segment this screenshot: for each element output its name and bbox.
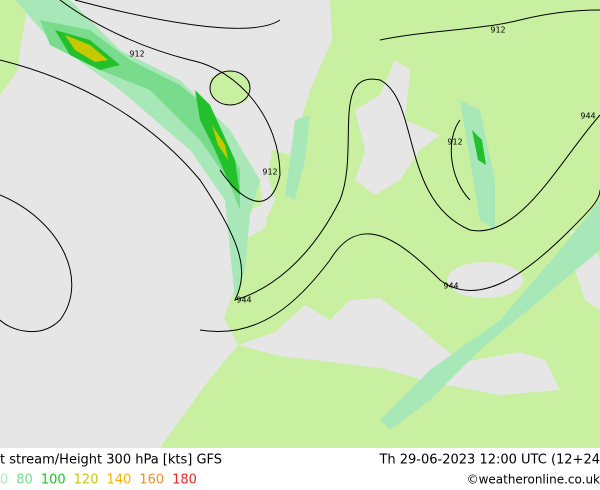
height-contours: [0, 0, 600, 333]
legend-item: 0: [0, 473, 8, 488]
contour-label: 944: [443, 282, 458, 291]
black-sea: [447, 262, 523, 298]
legend-item: 180: [172, 473, 197, 488]
baltic: [355, 60, 440, 195]
legend-item: 100: [41, 473, 66, 488]
valid-time: Th 29-06-2023 12:00 UTC (12+24: [378, 453, 600, 468]
iberia: [232, 240, 305, 340]
atlantic-sea: [0, 0, 332, 448]
contour-label: 912: [129, 50, 144, 59]
legend-item: 120: [74, 473, 99, 488]
legend-item: 140: [106, 473, 131, 488]
legend: 0 80 100 120 140 160 180: [0, 473, 197, 488]
contour-label: 944: [236, 296, 251, 305]
legend-item: 160: [139, 473, 164, 488]
contour-label: 912: [447, 138, 462, 147]
contour-label: 912: [262, 168, 277, 177]
contour-labels: 912 912 912 912 944 944 944: [129, 26, 595, 305]
iceland: [210, 70, 250, 106]
legend-item: 80: [16, 473, 33, 488]
contour-label: 912: [490, 26, 505, 35]
footer: [0, 448, 600, 490]
mediterranean: [238, 298, 560, 395]
jet-stream: [15, 0, 600, 430]
contour-label: 944: [580, 112, 595, 121]
greenland: [0, 0, 28, 95]
map-title: t stream/Height 300 hPa [kts] GFS: [0, 453, 222, 468]
credit: ©weatheronline.co.uk: [467, 473, 600, 487]
